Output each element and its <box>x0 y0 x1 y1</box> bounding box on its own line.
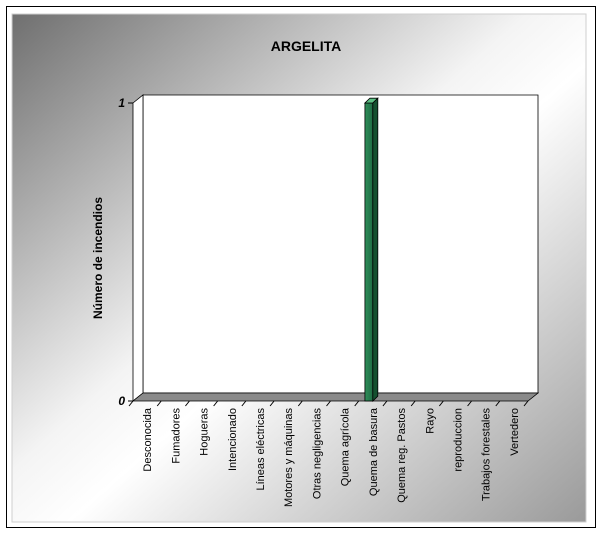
x-tick-mark <box>354 400 360 407</box>
x-tick-label: Intencionado <box>227 408 239 471</box>
x-tick-label: reproduccion <box>452 408 464 472</box>
x-tick-label: Vertedero <box>509 408 521 456</box>
x-tick-label: Quema agrícola <box>340 407 352 486</box>
x-tick-label: Quema de basura <box>368 407 380 496</box>
x-tick-mark <box>410 400 416 407</box>
x-tick-label: Quema reg. Pastos <box>396 408 408 503</box>
x-tick-label: Trabajos forestales <box>481 408 493 502</box>
plot-side-wall <box>132 94 144 402</box>
chart-background-edge <box>11 13 587 523</box>
x-tick-mark <box>156 400 162 407</box>
x-tick-label: Fumadores <box>170 408 182 464</box>
plot-floor <box>131 392 540 402</box>
x-tick-label: Hogueras <box>199 408 211 456</box>
x-tick-labels: Desconocida Fumadores Hogueras Intencionado… <box>142 407 521 507</box>
x-tick-mark <box>269 400 275 407</box>
bar-quema-de-basura <box>364 102 374 402</box>
x-tick-mark <box>213 400 219 407</box>
x-tick-mark <box>185 400 190 407</box>
x-tick-label: Líneas eléctricas <box>255 408 267 491</box>
x-tick-label: Otras negligencias <box>311 408 323 500</box>
x-ticks <box>128 400 529 407</box>
x-tick-mark <box>382 400 388 407</box>
x-tick-mark <box>523 400 529 407</box>
x-tick-mark <box>467 400 472 407</box>
x-tick-label: Desconocida <box>142 407 154 471</box>
bars <box>363 97 379 402</box>
y-ticks: 01 <box>118 96 133 408</box>
chart-title: ARGELITA <box>271 38 342 54</box>
y-tick-label: 0 <box>118 394 125 408</box>
x-tick-label: Rayo <box>424 408 436 434</box>
x-tick-mark <box>241 400 247 407</box>
x-tick-mark <box>297 400 303 407</box>
x-tick-mark <box>326 400 331 407</box>
bar-side-face <box>372 97 379 402</box>
x-tick-mark <box>438 400 444 407</box>
x-tick-mark <box>495 400 501 407</box>
x-tick-label: Motores y máquinas <box>283 408 295 508</box>
y-axis-label: Número de incendios <box>91 197 105 319</box>
plot-back-wall <box>142 94 539 394</box>
y-tick-label: 1 <box>118 96 125 110</box>
x-tick-mark <box>128 400 134 407</box>
